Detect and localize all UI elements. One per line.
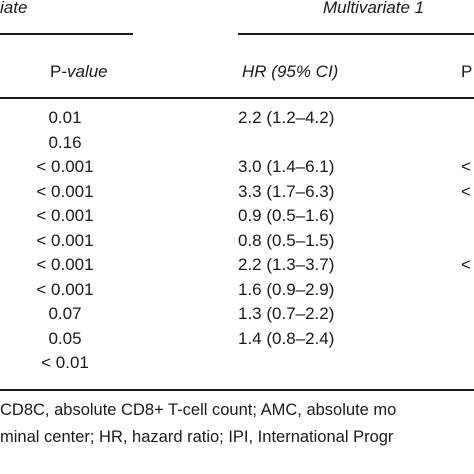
pvalue-cell: 0.16 — [48, 132, 82, 152]
pvalue-cell: < 0.01 — [41, 353, 89, 372]
pvalue-italic: value — [67, 62, 108, 81]
multivariate-rule — [238, 33, 474, 35]
hr-cell: 0.8 (0.5–1.5) — [238, 230, 335, 250]
pvalue-cell: < 0.001 — [36, 279, 94, 299]
pvalue-cell: 0.01 — [48, 108, 82, 127]
hr-cell: 1.6 (0.9–2.9) — [238, 279, 335, 299]
pvalue-cell: < 0.001 — [36, 181, 94, 201]
footnote-line-2: minal center; HR, hazard ratio; IPI, Int… — [0, 428, 394, 446]
pvalue-cell: < 0.001 — [36, 206, 94, 225]
header-rule — [0, 97, 474, 99]
hr-cell: 1.3 (0.7–2.2) — [238, 304, 335, 323]
univariate-rule — [0, 33, 133, 35]
right-column-header: P — [461, 62, 473, 81]
hr-cell: 2.2 (1.2–4.2) — [238, 108, 335, 127]
hr-cell: 2.2 (1.3–3.7) — [238, 255, 335, 274]
hr-cell: 3.0 (1.4–6.1) — [238, 157, 335, 176]
pvalue-cell: 0.05 — [48, 328, 82, 348]
multivariate-header: Multivariate 1 — [323, 0, 425, 17]
hr-column-header: HR (95% CI) — [242, 62, 338, 82]
pvalue-cell: < 0.001 — [36, 157, 94, 176]
right-cell: < — [461, 181, 471, 201]
pvalue-cell: < 0.001 — [36, 255, 94, 274]
pvalue-column-header: P-value — [50, 62, 108, 82]
hr-cell: 3.3 (1.7–6.3) — [238, 181, 335, 201]
pvalue-prefix: P- — [50, 62, 67, 81]
univariate-header: iate — [0, 0, 28, 17]
hr-cell: 0.9 (0.5–1.6) — [238, 206, 335, 225]
table-bottom-rule — [0, 389, 474, 391]
right-cell: < — [461, 157, 471, 176]
pvalue-cell: < 0.001 — [36, 230, 94, 250]
hr-cell: 1.4 (0.8–2.4) — [238, 328, 335, 348]
right-cell: < — [461, 255, 471, 274]
footnote-line-1: CD8C, absolute CD8+ T-cell count; AMC, a… — [0, 401, 397, 419]
pvalue-cell: 0.07 — [48, 304, 82, 323]
hr-label: HR (95% CI) — [242, 62, 339, 81]
